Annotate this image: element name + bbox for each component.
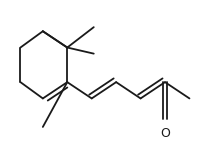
Text: O: O [160, 127, 170, 140]
